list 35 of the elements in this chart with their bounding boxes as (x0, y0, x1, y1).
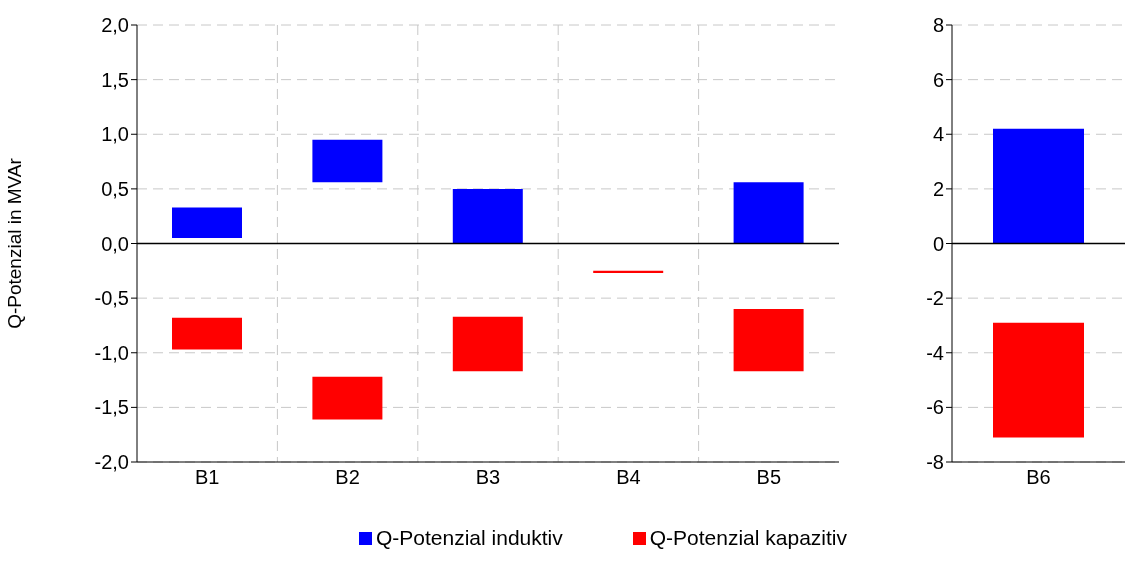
y-tick-label: -4 (926, 341, 944, 364)
x-tick-label: B3 (475, 466, 501, 489)
legend-label: Q-Potenzial induktiv (375, 526, 563, 550)
y-tick-label: 6 (932, 68, 944, 91)
y-tick-label: -6 (926, 396, 944, 419)
bar (733, 309, 804, 372)
bar (312, 376, 383, 420)
y-tick-label: -2,0 (94, 451, 129, 474)
bar (312, 139, 383, 183)
x-tick-label: B2 (335, 466, 360, 489)
x-tick-label: B5 (756, 466, 782, 489)
y-tick-label: 4 (932, 123, 944, 146)
y-tick-label: 0 (932, 232, 944, 255)
legend-label: Q-Potenzial kapazitiv (649, 526, 848, 550)
bar (452, 316, 523, 372)
bar (593, 270, 664, 273)
y-tick-label: 0,0 (101, 232, 129, 255)
y-tick-label: -1,0 (94, 341, 129, 364)
x-tick-label: B4 (616, 466, 641, 489)
bar (172, 207, 242, 239)
y-tick-label: 1,5 (101, 68, 129, 91)
bar (733, 182, 804, 244)
y-tick-label: -8 (926, 451, 944, 474)
y-tick-label: -2 (926, 287, 944, 310)
y-tick-label: -0,5 (94, 287, 129, 310)
y-tick-label: 1,0 (101, 123, 129, 146)
x-tick-label: B1 (194, 466, 220, 489)
y-tick-label: 2 (932, 177, 944, 200)
y-tick-label: 0,5 (101, 177, 129, 200)
x-tick-label: B6 (1026, 466, 1051, 489)
bar (172, 317, 242, 350)
y-tick-label: 8 (932, 14, 944, 37)
y-tick-label: -1,5 (94, 396, 129, 419)
y-tick-label: 2,0 (101, 14, 129, 37)
bar (452, 188, 523, 244)
